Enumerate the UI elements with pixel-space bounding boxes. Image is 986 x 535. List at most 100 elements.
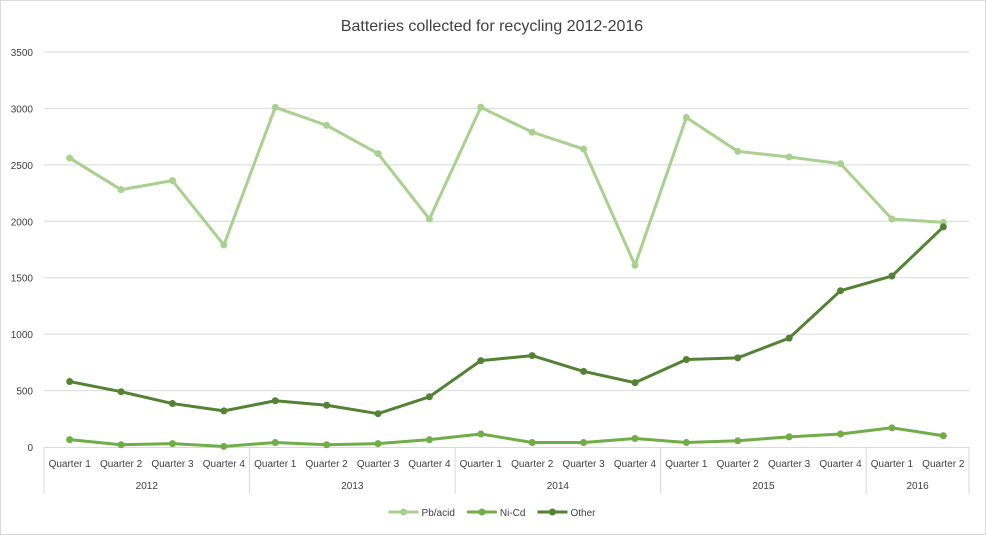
data-point-ni-cd [939, 432, 947, 440]
data-point-ni-cd [220, 442, 228, 450]
data-point-pb-acid [374, 150, 382, 158]
legend-marker-ni-cd [478, 508, 486, 516]
y-tick-label: 3000 [11, 104, 34, 115]
x-category-label: Quarter 2 [100, 459, 143, 470]
x-category-label: Quarter 3 [562, 459, 605, 470]
data-point-ni-cd [425, 436, 433, 444]
x-category-label: Quarter 3 [151, 459, 194, 470]
y-tick-label: 1000 [11, 330, 34, 341]
x-category-label: Quarter 3 [768, 459, 811, 470]
data-point-other [939, 223, 947, 231]
gridlines [44, 51, 969, 392]
data-point-pb-acid [682, 113, 690, 121]
data-point-ni-cd [323, 441, 331, 449]
x-category-label: Quarter 4 [819, 459, 862, 470]
x-group-label: 2016 [906, 481, 929, 492]
data-point-ni-cd [374, 440, 382, 448]
legend-marker-other [548, 508, 556, 516]
data-point-other [374, 410, 382, 418]
y-tick-label: 2500 [11, 161, 34, 172]
x-category-label: Quarter 1 [460, 459, 503, 470]
data-point-other [785, 334, 793, 342]
x-category-label: Quarter 2 [306, 459, 349, 470]
data-point-ni-cd [271, 438, 279, 446]
data-point-ni-cd [785, 433, 793, 441]
data-point-ni-cd [66, 436, 74, 444]
data-point-pb-acid [66, 154, 74, 162]
data-point-other [168, 400, 176, 408]
x-group-label: 2013 [341, 481, 364, 492]
x-category-label: Quarter 2 [511, 459, 554, 470]
x-group-label: 2012 [136, 481, 159, 492]
data-point-other [528, 352, 536, 360]
data-point-other [734, 354, 742, 362]
y-tick-label: 3500 [11, 48, 34, 59]
data-point-ni-cd [117, 441, 125, 449]
data-point-other [323, 401, 331, 409]
data-point-other [220, 407, 228, 415]
data-point-other [888, 272, 896, 280]
y-tick-label: 1500 [11, 274, 34, 285]
data-point-pb-acid [837, 160, 845, 168]
data-point-ni-cd [477, 430, 485, 438]
data-point-pb-acid [168, 177, 176, 185]
series-line-ni-cd [68, 426, 945, 448]
data-point-ni-cd [888, 424, 896, 432]
data-point-pb-acid [323, 121, 331, 129]
data-point-ni-cd [837, 430, 845, 438]
x-category-label: Quarter 1 [665, 459, 708, 470]
y-tick-label: 2000 [11, 217, 34, 228]
data-point-pb-acid [631, 261, 639, 269]
data-point-ni-cd [631, 435, 639, 443]
series-line-pb-acid [68, 105, 945, 267]
chart-title: Batteries collected for recycling 2012-2… [341, 18, 643, 35]
x-category-label: Quarter 3 [357, 459, 400, 470]
x-axis: Quarter 1 Quarter 2 Quarter 3 Quarter 4 Quar… [43, 447, 970, 494]
data-point-pb-acid [220, 241, 228, 249]
data-point-pb-acid [117, 186, 125, 194]
legend-label-ni-cd: Ni-Cd [500, 508, 526, 519]
data-point-ni-cd [580, 438, 588, 446]
data-point-ni-cd [734, 437, 742, 445]
data-point-pb-acid [425, 215, 433, 223]
data-point-pb-acid [477, 103, 485, 111]
data-point-pb-acid [888, 215, 896, 223]
data-point-ni-cd [168, 440, 176, 448]
series-layer [66, 103, 947, 450]
legend-marker-pb-acid [400, 508, 408, 516]
legend-label-other: Other [570, 508, 596, 519]
data-point-ni-cd [682, 438, 690, 446]
data-point-pb-acid [271, 103, 279, 111]
x-category-label: Quarter 1 [49, 459, 92, 470]
legend-label-pb-acid: Pb/acid [422, 508, 455, 519]
data-point-other [271, 397, 279, 405]
legend: Pb/acid Ni-Cd Other [388, 508, 596, 519]
x-category-label: Quarter 2 [922, 459, 965, 470]
data-point-other [837, 287, 845, 295]
data-point-other [117, 388, 125, 396]
x-category-label: Quarter 4 [614, 459, 657, 470]
data-point-pb-acid [734, 147, 742, 155]
data-point-pb-acid [528, 128, 536, 136]
y-axis: 0 500 1000 1500 2000 2500 3000 3500 [11, 48, 34, 454]
x-group-label: 2014 [547, 481, 570, 492]
data-point-other [580, 367, 588, 375]
x-category-label: Quarter 1 [871, 459, 914, 470]
series-line-other [68, 225, 945, 416]
x-category-label: Quarter 4 [408, 459, 451, 470]
data-point-other [631, 379, 639, 387]
data-point-other [66, 378, 74, 386]
data-point-other [425, 393, 433, 401]
data-point-pb-acid [785, 153, 793, 161]
x-group-label: 2015 [752, 481, 775, 492]
x-category-label: Quarter 1 [254, 459, 297, 470]
data-point-ni-cd [528, 438, 536, 446]
data-point-other [477, 357, 485, 365]
x-category-label: Quarter 4 [203, 459, 246, 470]
y-tick-label: 0 [27, 443, 33, 454]
data-point-pb-acid [580, 145, 588, 153]
data-point-other [682, 356, 690, 364]
x-category-label: Quarter 2 [717, 459, 760, 470]
